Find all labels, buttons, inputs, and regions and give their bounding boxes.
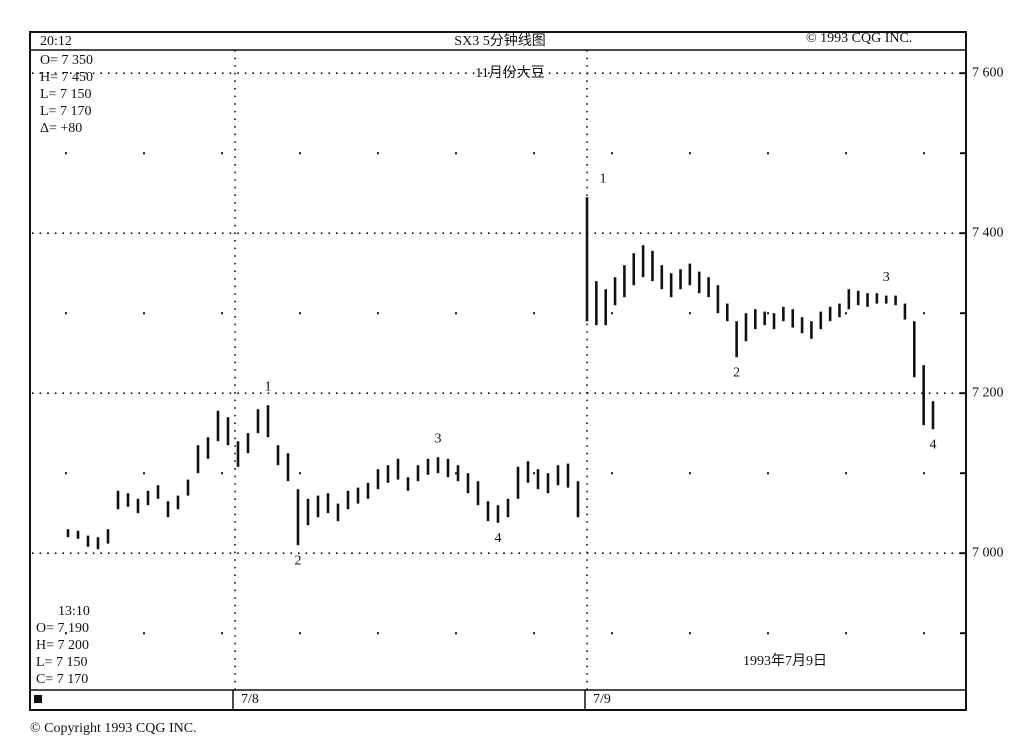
info-top: O= 7 350 bbox=[40, 53, 93, 68]
x-tick-label: 7/9 bbox=[593, 692, 611, 707]
wave-label: 3 bbox=[435, 431, 442, 446]
info-bottom: C= 7 170 bbox=[36, 672, 88, 687]
wave-label: 1 bbox=[265, 379, 272, 394]
info-bottom: 13:10 bbox=[58, 604, 90, 619]
date-note: 1993年7月9日 bbox=[743, 653, 827, 669]
wave-label: 1 bbox=[600, 171, 607, 186]
chart-title: SX3 5分钟线图 bbox=[454, 32, 545, 49]
y-tick-label: 7 400 bbox=[972, 225, 1004, 240]
info-bottom: H= 7 200 bbox=[36, 638, 89, 653]
info-bottom: O= 7 190 bbox=[36, 621, 89, 636]
info-bottom: L= 7 150 bbox=[36, 655, 87, 670]
subtitle: 11月份大豆 bbox=[475, 65, 544, 81]
footer: © Copyright 1993 CQG INC. bbox=[30, 721, 197, 736]
corner-box bbox=[34, 695, 42, 703]
wave-label: 4 bbox=[495, 531, 502, 546]
y-tick-label: 7 200 bbox=[972, 385, 1004, 400]
wave-label: 2 bbox=[295, 553, 302, 568]
copyright-top: © 1993 CQG INC. bbox=[806, 31, 912, 46]
info-top: L= 7 170 bbox=[40, 104, 91, 119]
y-tick-label: 7 000 bbox=[972, 545, 1004, 560]
info-top: Δ= +80 bbox=[40, 121, 82, 136]
x-tick-label: 7/8 bbox=[241, 692, 259, 707]
info-top: H= 7 450 bbox=[40, 70, 93, 85]
frame bbox=[29, 31, 967, 711]
time: 20:12 bbox=[40, 34, 72, 49]
info-top: L= 7 150 bbox=[40, 87, 91, 102]
wave-label: 2 bbox=[733, 365, 740, 380]
wave-label: 4 bbox=[930, 437, 937, 452]
y-tick-label: 7 600 bbox=[972, 65, 1004, 80]
wave-label: 3 bbox=[883, 270, 890, 285]
